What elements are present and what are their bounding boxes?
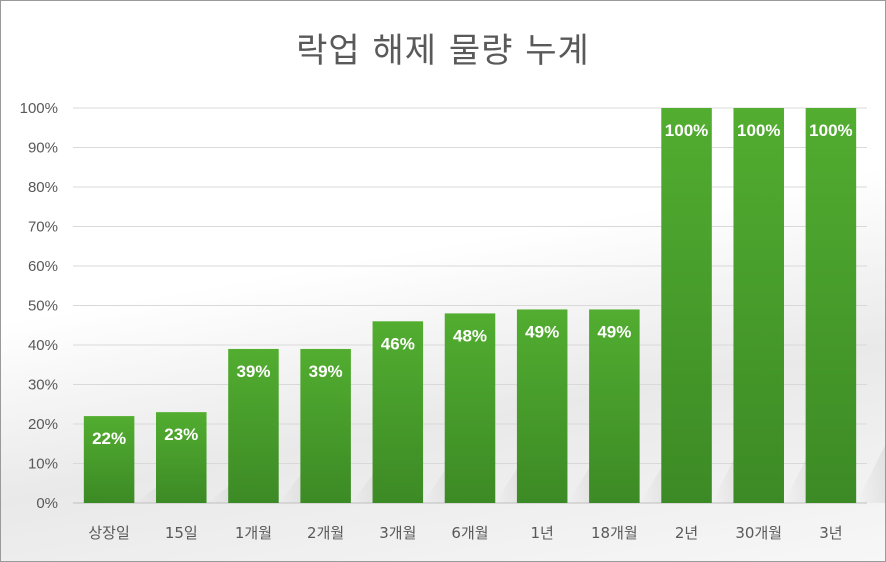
bar — [300, 348, 351, 503]
y-tick-label: 100% — [20, 100, 58, 117]
chart-title: 락업 해제 물량 누계 — [296, 31, 590, 71]
y-tick-label: 20% — [28, 416, 58, 433]
y-tick-label: 30% — [28, 377, 58, 394]
data-label: 22% — [92, 429, 126, 448]
data-label: 23% — [164, 425, 198, 444]
data-label: 100% — [809, 121, 852, 140]
x-tick-label: 1년 — [531, 524, 554, 542]
x-tick-label: 1개월 — [235, 524, 272, 542]
bar-shadow — [856, 445, 885, 503]
y-tick-label: 40% — [28, 337, 58, 354]
bar — [589, 309, 640, 503]
bar — [228, 348, 279, 503]
data-label: 100% — [737, 121, 780, 140]
y-tick-label: 90% — [28, 140, 58, 157]
data-label: 49% — [597, 322, 631, 341]
x-tick-label: 15일 — [165, 524, 198, 542]
y-tick-label: 50% — [28, 298, 58, 315]
bar — [733, 108, 784, 503]
data-label: 100% — [665, 121, 708, 140]
data-label: 48% — [453, 326, 487, 345]
y-tick-label: 60% — [28, 258, 58, 275]
bar — [83, 416, 135, 503]
y-tick-label: 0% — [36, 495, 58, 512]
bar — [661, 108, 712, 503]
y-tick-label: 70% — [28, 219, 58, 236]
x-tick-label: 6개월 — [451, 524, 488, 542]
data-label: 39% — [236, 362, 270, 381]
bar — [156, 412, 207, 503]
x-tick-label: 3년 — [819, 524, 842, 542]
x-tick-label: 2개월 — [307, 524, 344, 542]
x-tick-label: 30개월 — [735, 524, 782, 542]
y-tick-label: 10% — [28, 456, 58, 473]
data-label: 39% — [309, 362, 343, 381]
bar — [516, 309, 568, 503]
x-tick-label: 2년 — [675, 524, 698, 542]
bar — [372, 321, 424, 503]
y-tick-label: 80% — [28, 179, 58, 196]
data-label: 49% — [525, 322, 559, 341]
x-tick-label: 18개월 — [591, 524, 638, 542]
bar — [444, 313, 496, 503]
data-label: 46% — [381, 334, 415, 353]
x-tick-label: 3개월 — [379, 524, 416, 542]
bar — [805, 108, 857, 503]
x-tick-label: 상장일 — [88, 524, 129, 542]
